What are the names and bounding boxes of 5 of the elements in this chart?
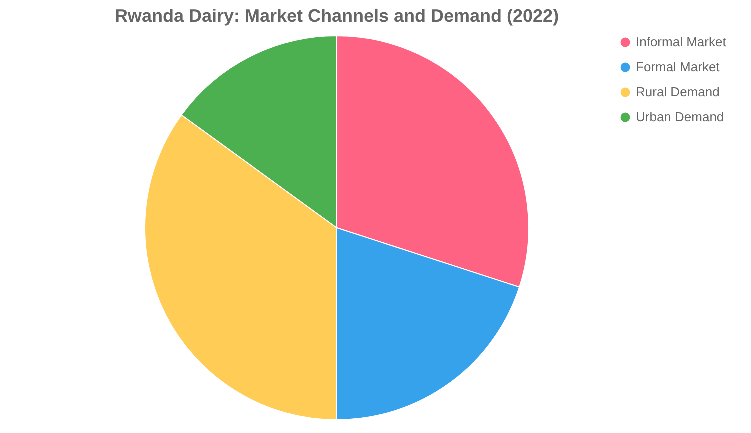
legend-label: Formal Market <box>636 60 720 74</box>
chart-title: Rwanda Dairy: Market Channels and Demand (2022) <box>114 6 560 26</box>
legend-label: Informal Market <box>636 34 727 50</box>
legend-label: Urban Demand <box>636 110 724 124</box>
legend-label: Rural Demand <box>636 84 720 100</box>
